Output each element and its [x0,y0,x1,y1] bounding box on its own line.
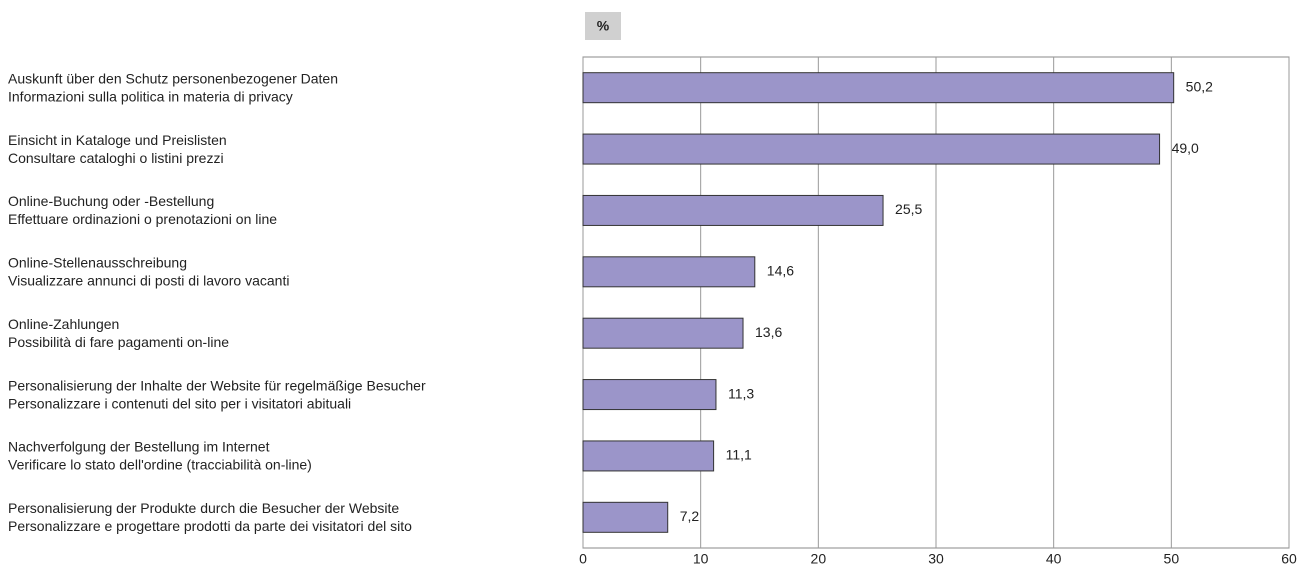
category-label: Online-Zahlungen [8,316,119,332]
bar [582,133,1161,165]
value-label: 13,6 [755,324,782,340]
x-tick-label: 50 [1164,551,1180,565]
x-tick-label: 20 [811,551,827,565]
value-label: 14,6 [767,263,794,279]
category-label: Informazioni sulla politica in materia d… [8,88,293,104]
x-tick-label: 0 [579,551,587,565]
x-tick-label: 10 [693,551,709,565]
unit-box [585,12,621,40]
category-label: Auskunft über den Schutz personenbezogen… [8,70,338,86]
category-label: Verificare lo stato dell'ordine (traccia… [8,457,312,473]
category-label: Personalizzare i contenuti del sito per … [8,395,351,411]
category-label: Personalisierung der Produkte durch die … [8,500,399,516]
category-label: Visualizzare annunci di posti di lavoro … [8,273,289,289]
category-label: Consultare cataloghi o listini prezzi [8,150,224,166]
bar [582,501,669,533]
bar [582,379,717,411]
value-label: 11,1 [726,447,752,463]
value-label: 25,5 [895,201,922,217]
bar [582,256,756,288]
x-tick-label: 60 [1281,551,1297,565]
category-label: Online-Stellenausschreibung [8,255,187,271]
value-label: 11,3 [728,385,754,401]
bar [582,440,715,472]
value-label: 7,2 [680,508,700,524]
category-label: Personalisierung der Inhalte der Website… [8,377,426,393]
x-tick-label: 30 [928,551,944,565]
unit-label: % [597,18,610,34]
value-label: 49,0 [1172,140,1199,156]
category-label: Effettuare ordinazioni o prenotazioni on… [8,211,277,227]
category-label: Possibilità di fare pagamenti on-line [8,334,229,350]
category-label: Personalizzare e progettare prodotti da … [8,518,412,534]
value-label: 50,2 [1186,78,1213,94]
category-label: Nachverfolgung der Bestellung im Interne… [8,439,270,455]
category-label: Einsicht in Kataloge und Preislisten [8,132,227,148]
x-tick-label: 40 [1046,551,1062,565]
bar [582,72,1175,104]
bar [582,194,884,226]
bar [582,317,744,349]
category-label: Online-Buchung oder -Bestellung [8,193,214,209]
